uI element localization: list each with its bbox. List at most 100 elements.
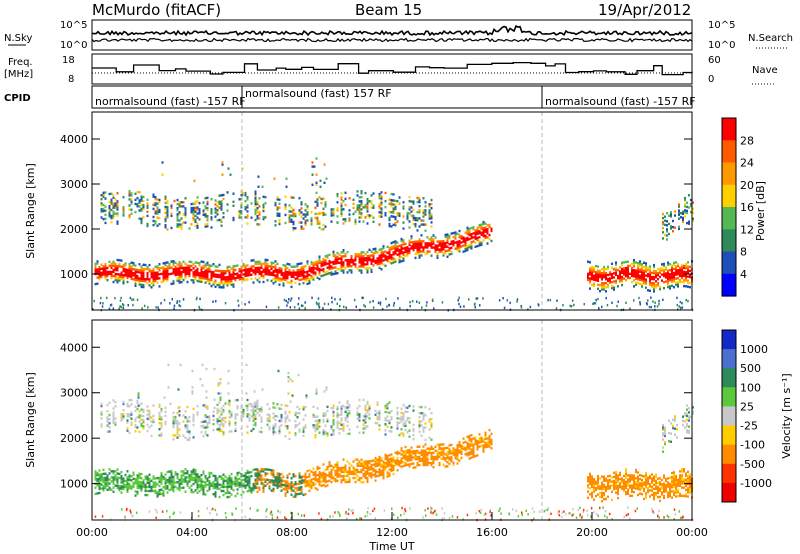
heatmap-cell (418, 422, 421, 425)
heatmap-cell (330, 212, 333, 215)
heatmap-cell (184, 213, 187, 216)
heatmap-cell (386, 407, 389, 410)
heatmap-cell (152, 414, 155, 417)
heatmap-cell (444, 457, 447, 460)
heatmap-cell (218, 263, 221, 267)
heatmap-cell (232, 273, 235, 276)
heatmap-cell (692, 211, 694, 214)
heatmap-cell (222, 417, 225, 420)
heatmap-cell (256, 268, 259, 272)
heatmap-cell (388, 218, 391, 222)
heatmap-cell (98, 487, 101, 491)
heatmap-cell (476, 230, 479, 234)
heatmap-cell (468, 436, 471, 440)
heatmap-cell (228, 273, 231, 277)
heatmap-cell (206, 216, 209, 220)
heatmap-cell (366, 214, 369, 217)
heatmap-cell (292, 265, 295, 268)
heatmap-cell (178, 263, 181, 266)
heatmap-cell (264, 484, 267, 487)
heatmap-cell (406, 457, 409, 460)
heatmap-cell (346, 402, 349, 405)
heatmap-cell (298, 486, 301, 489)
heatmap-cell (232, 283, 235, 286)
heatmap-cell (366, 409, 369, 412)
heatmap-cell (342, 458, 345, 461)
heatmap-cell (444, 251, 447, 255)
heatmap-cell (398, 452, 401, 455)
heatmap-cell (370, 459, 373, 463)
heatmap-cell (318, 259, 321, 262)
heatmap-cell (424, 422, 427, 425)
heatmap-cell (288, 269, 291, 272)
heatmap-cell (594, 302, 597, 305)
heatmap-cell (338, 267, 341, 271)
heatmap-cell (631, 266, 633, 270)
heatmap-cell (114, 297, 116, 300)
heatmap-cell (669, 275, 671, 278)
heatmap-cell (589, 273, 591, 276)
heatmap-cell (212, 486, 215, 490)
heatmap-cell (144, 477, 147, 480)
heatmap-cell (158, 216, 161, 220)
heatmap-cell (284, 272, 287, 275)
heatmap-cell (402, 201, 405, 204)
heatmap-cell (388, 254, 391, 258)
heatmap-cell (402, 418, 405, 421)
heatmap-cell (332, 466, 335, 469)
heatmap-cell (148, 280, 151, 283)
heatmap-cell (204, 483, 207, 486)
heatmap-cell (362, 431, 365, 434)
heatmap-cell (262, 217, 265, 221)
heatmap-cell (142, 277, 145, 281)
heatmap-cell (178, 478, 181, 482)
heatmap-cell (182, 266, 185, 270)
heatmap-cell (458, 443, 461, 446)
heatmap-cell (312, 272, 315, 275)
heatmap-cell (238, 268, 241, 271)
heatmap-cell (370, 258, 373, 261)
heatmap-cell (617, 488, 619, 492)
heatmap-cell (306, 276, 309, 279)
heatmap-cell (140, 424, 143, 428)
heatmap-cell (172, 419, 175, 423)
heatmap-cell (192, 218, 195, 222)
heatmap-cell (296, 275, 299, 278)
heatmap-cell (430, 207, 433, 210)
heatmap-cell (322, 473, 325, 476)
heatmap-cell (162, 486, 165, 489)
heatmap-cell (334, 266, 337, 269)
heatmap-cell (148, 473, 151, 476)
heatmap-cell (178, 281, 181, 284)
heatmap-cell (136, 490, 139, 494)
heatmap-cell (378, 428, 381, 431)
heatmap-cell (190, 279, 193, 282)
heatmap-cell (222, 485, 225, 489)
heatmap-cell (589, 474, 591, 478)
heatmap-cell (292, 196, 295, 199)
heatmap-cell (224, 416, 227, 419)
heatmap-cell (330, 474, 333, 478)
heatmap-cell (244, 268, 247, 272)
heatmap-cell (328, 471, 331, 474)
heatmap-cell (94, 268, 97, 272)
heatmap-cell (370, 268, 373, 271)
heatmap-cell (240, 479, 243, 482)
heatmap-cell (240, 210, 243, 213)
heatmap-cell (422, 459, 425, 463)
heatmap-cell (322, 211, 325, 215)
heatmap-cell (611, 276, 613, 280)
heatmap-cell (102, 489, 105, 492)
heatmap-cell (438, 463, 441, 467)
heatmap-cell (224, 479, 227, 482)
heatmap-cell (150, 479, 153, 482)
heatmap-cell (587, 486, 589, 489)
heatmap-cell (394, 215, 397, 219)
heatmap-cell (166, 202, 169, 205)
heatmap-cell (446, 255, 449, 258)
heatmap-cell (430, 225, 433, 228)
heatmap-cell (232, 265, 235, 268)
heatmap-cell (128, 265, 131, 268)
heatmap-cell (436, 240, 439, 243)
heatmap-cell (142, 414, 145, 418)
